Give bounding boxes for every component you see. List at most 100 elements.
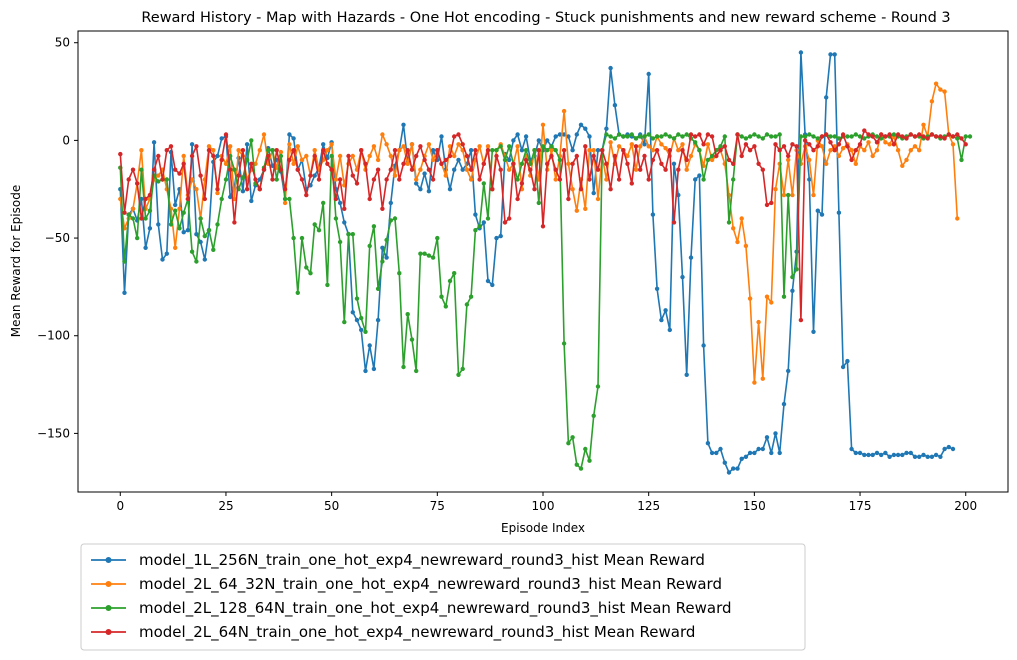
- data-point: [477, 177, 482, 182]
- data-point: [418, 251, 423, 256]
- data-point: [282, 200, 288, 206]
- data-point: [921, 452, 926, 458]
- data-point: [959, 136, 964, 141]
- data-point: [426, 189, 432, 194]
- data-point: [879, 132, 884, 137]
- data-point: [747, 148, 753, 153]
- data-point: [870, 134, 875, 139]
- data-point: [528, 161, 533, 166]
- data-point: [777, 132, 782, 137]
- data-point: [219, 157, 224, 163]
- data-point: [468, 177, 474, 182]
- data-point: [862, 136, 867, 141]
- data-point: [764, 435, 770, 440]
- data-point: [367, 153, 372, 159]
- data-point: [650, 212, 656, 217]
- data-point: [650, 148, 656, 153]
- data-point: [422, 157, 427, 163]
- data-point: [646, 144, 651, 149]
- data-point: [642, 153, 647, 159]
- data-point: [557, 132, 563, 137]
- data-point: [523, 157, 529, 163]
- data-point: [663, 146, 668, 151]
- data-point: [938, 134, 943, 139]
- data-point: [828, 134, 833, 139]
- data-point: [849, 134, 854, 139]
- data-point: [173, 245, 178, 250]
- data-point: [452, 271, 457, 276]
- data-point: [726, 157, 732, 163]
- data-point: [917, 454, 922, 459]
- data-point: [625, 153, 630, 159]
- data-point: [938, 454, 943, 459]
- data-point: [401, 364, 406, 370]
- data-point: [261, 167, 267, 172]
- data-point: [688, 153, 694, 159]
- data-point: [139, 167, 144, 172]
- data-point: [811, 192, 816, 198]
- data-point: [638, 167, 643, 172]
- data-point: [287, 132, 292, 137]
- data-point: [321, 148, 326, 153]
- data-point: [375, 167, 381, 172]
- data-point: [743, 142, 749, 147]
- data-point: [468, 167, 474, 172]
- data-point: [849, 148, 854, 153]
- data-point: [718, 148, 723, 153]
- data-point: [278, 167, 284, 172]
- data-point: [139, 148, 144, 153]
- data-point: [815, 144, 820, 149]
- data-point: [545, 138, 550, 143]
- data-point: [959, 157, 964, 163]
- data-point: [350, 153, 355, 159]
- data-point: [777, 148, 782, 153]
- data-point: [519, 181, 525, 186]
- data-point: [659, 317, 664, 323]
- data-point: [659, 142, 664, 147]
- data-point: [405, 148, 410, 153]
- data-point: [295, 167, 300, 172]
- data-point: [342, 319, 347, 325]
- data-point: [574, 462, 579, 467]
- data-point: [397, 271, 402, 276]
- data-point: [629, 132, 634, 137]
- data-point: [616, 132, 622, 137]
- data-point: [278, 153, 284, 159]
- data-point: [743, 136, 749, 141]
- data-point: [874, 134, 880, 139]
- data-point: [312, 173, 317, 178]
- data-point: [752, 450, 757, 456]
- data-point: [828, 52, 833, 57]
- data-point: [743, 243, 749, 249]
- data-point: [312, 153, 317, 159]
- plot-area: [118, 50, 973, 475]
- data-point: [473, 228, 478, 233]
- data-point: [933, 134, 939, 139]
- data-point: [405, 312, 410, 317]
- data-point: [312, 222, 317, 227]
- data-point: [777, 450, 782, 456]
- data-point: [409, 167, 415, 172]
- data-point: [473, 148, 478, 153]
- data-point: [325, 282, 330, 288]
- legend-swatch-marker: [105, 557, 112, 563]
- data-point: [557, 157, 563, 163]
- y-axis: 50 0 −50 −100 −150: [37, 36, 78, 440]
- data-point: [819, 134, 825, 139]
- data-point: [228, 194, 233, 200]
- data-point: [367, 343, 372, 348]
- data-point: [139, 216, 144, 221]
- data-point: [756, 134, 761, 139]
- data-point: [680, 148, 685, 153]
- data-point: [739, 216, 744, 221]
- data-point: [667, 148, 672, 153]
- data-point: [680, 274, 685, 280]
- data-point: [739, 153, 744, 159]
- data-point: [904, 450, 909, 456]
- data-point: [443, 304, 448, 309]
- data-point: [857, 134, 863, 139]
- data-point: [853, 450, 858, 456]
- data-point: [490, 148, 495, 153]
- chart-title: Reward History - Map with Hazards - One …: [141, 10, 950, 26]
- data-point: [397, 177, 402, 182]
